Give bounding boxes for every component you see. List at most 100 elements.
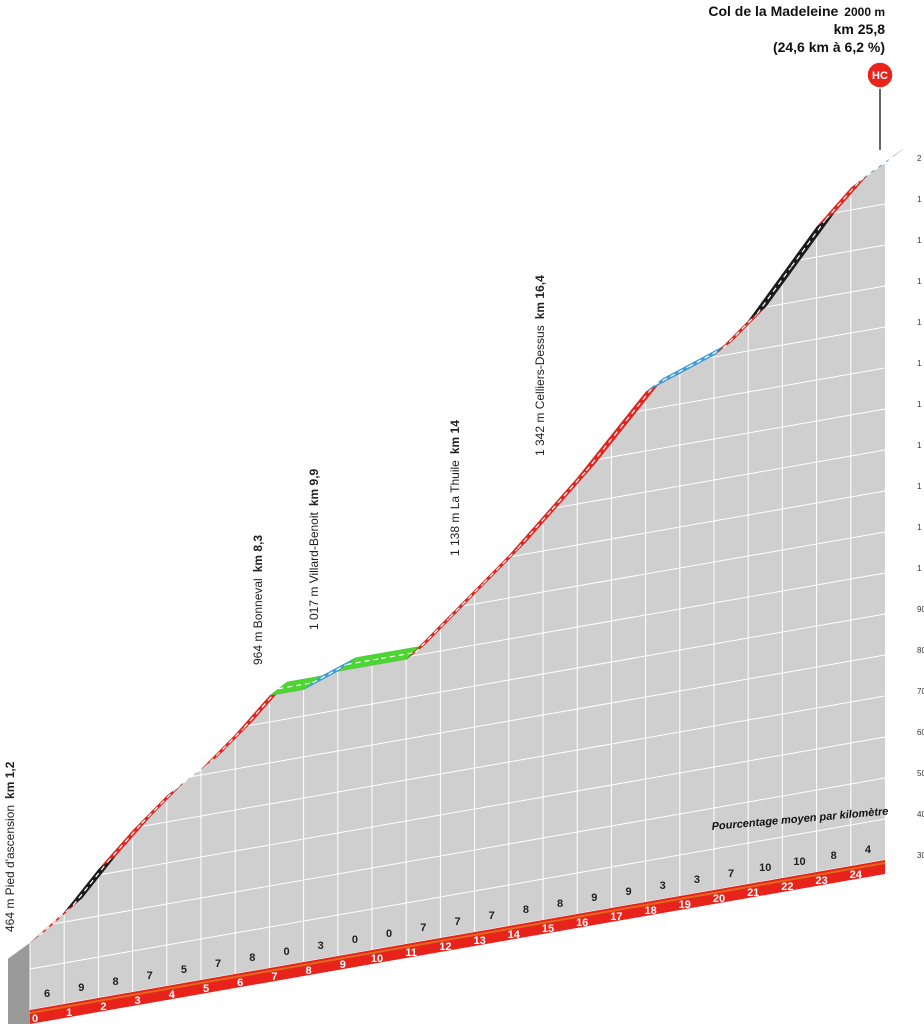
percent-label: 9 [78,982,84,994]
ridge-centre [619,384,656,429]
km-label: 4 [169,989,176,1001]
summit-heading: Col de la Madeleine 2000 m [708,3,885,19]
y-tick-label: 500 m [917,769,924,778]
percent-label: 6 [44,988,50,1000]
percent-label: 8 [557,898,563,910]
y-tick-label: 1 000 m [917,564,924,573]
ridge-centre [483,547,519,584]
percent-label: 7 [489,910,495,922]
ridge-centre [722,313,758,349]
annotation: 1 138 m La Thuile km 14 [448,420,462,556]
annotation-km: km 16,4 [533,275,547,319]
y-tick-label: 800 m [917,646,924,655]
percent-label: 9 [625,886,631,898]
km-label: 16 [576,917,588,929]
annotation-km: km 9,9 [307,468,321,506]
percent-label: 8 [523,904,529,916]
y-tick-label: 1 900 m [917,195,924,204]
km-label: 20 [713,893,725,905]
percent-label: 7 [147,970,153,982]
ridge-centre [790,219,827,268]
annotation: 964 m Bonneval km 8,3 [251,535,265,665]
grid-line [30,777,885,929]
ridge-centre [859,155,895,182]
y-tick-label: 300 m [917,851,924,860]
y-tick-label: 1 100 m [917,523,924,532]
km-label: 7 [271,971,277,983]
annotation-km: km 1,2 [3,761,17,799]
ridge-centre [585,427,621,472]
y-tick-label: 1 800 m [917,236,924,245]
y-tick-label: 1 200 m [917,482,924,491]
y-tick-label: 2 000 m [917,154,924,163]
km-label: 21 [747,887,759,899]
ridge-centre [72,861,108,906]
km-label: 2 [100,1001,106,1013]
annotation-km: km 8,3 [251,535,265,573]
km-label: 23 [815,875,827,887]
annotation: 1 017 m Villard-Benoit km 9,9 [307,468,321,630]
km-label: 6 [237,977,243,989]
annotation-label: 464 m Pied d'ascension [3,805,17,932]
percent-label: 8 [249,952,255,964]
km-label: 14 [508,929,521,941]
grid-line [30,695,885,847]
ridge-centre [380,651,416,660]
summit-altitude: 2000 m [844,5,885,19]
km-label: 22 [781,881,793,893]
ridge-centre [141,788,177,824]
km-label: 1 [66,1007,72,1019]
percent-label: 8 [831,850,837,862]
km-strip-top [30,862,885,1014]
ridge-centre [38,904,74,937]
km-label: 5 [203,983,209,995]
annotation-label: 1 138 m La Thuile [448,460,462,556]
annotation-label: 1 342 m Celliers-Dessus [533,325,547,456]
km-label: 10 [371,953,383,965]
category-badge [866,61,894,89]
percent-label: 3 [694,874,700,886]
ridge-centre [688,347,724,368]
y-tick-label: 600 m [917,728,924,737]
y-tick-label: 1 600 m [917,318,924,327]
ridge-centre [312,663,348,684]
ridge-centre [346,657,382,666]
annotation-label: 964 m Bonneval [251,578,265,665]
percent-label: 0 [283,946,289,958]
chart-title: Col de la Madeleine [708,3,838,19]
ridge-centre [654,366,690,386]
percent-label: 5 [181,964,187,976]
km-label: 12 [439,941,451,953]
km-label: 3 [135,995,141,1007]
percent-label: 9 [591,892,597,904]
percent-label: 7 [215,958,221,970]
ridge-centre [414,617,450,653]
annotation-km: km 14 [448,420,462,454]
profile-body [30,163,885,1010]
percent-label: 7 [420,922,426,934]
y-tick-label: 1 400 m [917,400,924,409]
y-tick-label: 1 700 m [917,277,924,286]
km-label: 8 [306,965,312,977]
percent-label: 10 [759,862,771,874]
percent-label: 7 [454,916,460,928]
ridge-centre [209,727,245,763]
annotation: 464 m Pied d'ascension km 1,2 [3,761,17,932]
percent-label: 0 [386,928,392,940]
percent-label: 8 [112,976,118,988]
km-label: 19 [679,899,691,911]
percent-label: 3 [660,880,666,892]
km-label: 15 [542,923,554,935]
summary: (24,6 km à 6,2 %) [773,39,885,55]
y-tick-label: 900 m [917,605,924,614]
side-face [8,942,30,1024]
percent-label: 10 [793,856,805,868]
annotation-label: 1 017 m Villard-Benoit [307,511,321,630]
ridge-centre [756,266,792,315]
y-tick-label: 1 300 m [917,441,924,450]
ridge-centre [448,582,485,619]
km-label: 24 [850,869,863,881]
grid-line [30,818,885,970]
km-label: 18 [644,905,656,917]
